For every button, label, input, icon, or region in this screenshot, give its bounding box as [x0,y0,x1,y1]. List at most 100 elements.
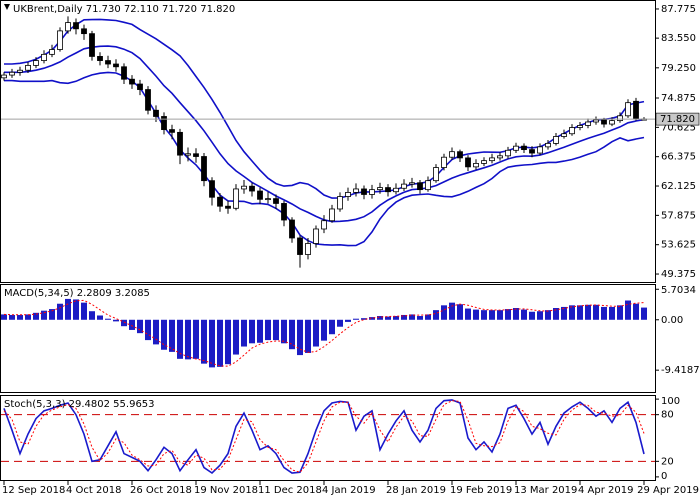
macd-bar [17,314,23,320]
candle-body [145,89,151,111]
macd-bar [361,318,367,320]
candle-body [313,228,319,244]
main-panel-frame [0,0,656,283]
y-tick-label: 20 [661,456,674,467]
macd-bar [545,310,551,320]
macd-bar [121,319,127,327]
candle-body [465,157,471,168]
macd-bar [1,314,7,320]
macd-bar [425,314,431,320]
candle-body [113,63,119,68]
macd-bar [433,310,439,320]
candle-body [505,149,511,157]
macd-bar [297,319,303,356]
bollinger-lower [4,71,645,247]
macd-bar [377,316,383,320]
macd-bar [553,308,559,320]
y-tick-label: 0.00 [661,315,683,326]
macd-bar [457,304,463,320]
macd-bar [465,308,471,320]
macd-bar [49,309,55,320]
candle-body [273,198,279,204]
stoch-panel-frame [0,395,656,481]
candle-body [177,131,183,156]
x-tick-label: 29 Apr 2019 [637,485,699,496]
candle-body [81,28,87,35]
candle-body [521,145,527,151]
candle-body [433,167,439,182]
macd-bar [617,305,623,320]
macd-bar [641,307,647,320]
candle-body [577,125,583,128]
panel-title: Stoch(5,3,3) 29.4802 55.9653 [4,399,155,410]
macd-bar [345,319,351,322]
x-tick-label: 26 Oct 2018 [130,485,192,496]
macd-bar [201,319,207,364]
macd-bar [537,311,543,320]
candle-body [601,119,607,125]
x-tick-label: 28 Jan 2019 [386,485,446,496]
macd-bar [289,319,295,350]
macd-bar [513,308,519,320]
candle-body [625,102,631,117]
candle-body [289,219,295,239]
macd-bar [57,303,63,320]
macd-bar [609,306,615,320]
macd-bar [193,319,199,359]
candle-body [17,69,23,73]
macd-bar [521,309,527,320]
candle-body [65,22,71,32]
macd-bar [593,304,599,320]
x-tick-label: 12 Sep 2018 [2,485,65,496]
candle-body [425,180,431,191]
candle-body [489,157,495,162]
candle-body [449,151,455,158]
macd-bar [449,302,455,320]
y-tick-label: 80 [661,410,674,421]
candle-body [537,146,543,154]
candle-body [561,133,567,137]
macd-bar [9,314,15,320]
candle-body [193,153,199,157]
candle-body [89,33,95,57]
candle-body [225,205,231,209]
y-tick-label: 53.625 [661,240,696,251]
macd-bar [393,316,399,320]
macd-bar [97,315,103,320]
y-tick-label: 83.550 [661,33,696,44]
macd-bar [153,319,159,345]
candle-body [25,65,31,71]
macd-bar [217,319,223,367]
x-tick-label: 19 Nov 2018 [194,485,258,496]
candle-body [185,153,191,156]
signal-line [3,299,645,367]
candle-body [513,145,519,151]
macd-bar [409,314,415,320]
candle-body [617,115,623,122]
candle-body [257,190,263,200]
macd-bar [273,319,279,341]
candle-body [585,121,591,126]
candle-body [441,156,447,168]
last-price-label: 71.820 [660,114,695,125]
y-tick-label: 49.375 [661,269,696,280]
macd-bar [129,319,135,330]
macd-bar [601,306,607,320]
candle-body [201,156,207,182]
macd-bar [105,318,111,320]
candle-body [401,183,407,189]
macd-bar [441,305,447,320]
candle-body [473,163,479,168]
candle-body [609,120,615,125]
macd-bar [241,319,247,347]
macd-bar [305,319,311,353]
candle-body [529,149,535,154]
candle-body [345,192,351,197]
candle-body [249,185,255,192]
macd-bar [177,319,183,359]
macd-bar [257,319,263,343]
macd-bar [113,319,119,322]
macd-bar [313,319,319,347]
candle-body [49,49,55,55]
